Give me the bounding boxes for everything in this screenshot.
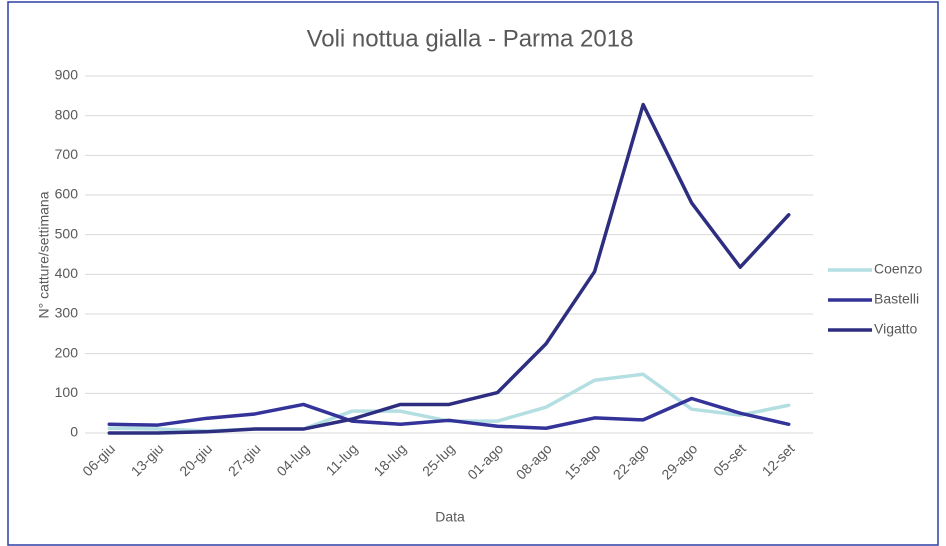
chart-frame bbox=[7, 1, 939, 546]
y-axis-title: N° catture/settimana bbox=[36, 191, 52, 318]
y-tick-label: 400 bbox=[55, 265, 79, 281]
legend-label: Bastelli bbox=[874, 291, 919, 307]
series-line bbox=[107, 102, 791, 435]
legend-label: Coenzo bbox=[874, 261, 922, 277]
y-tick-label: 900 bbox=[55, 67, 79, 83]
legend-label: Vigatto bbox=[874, 321, 918, 337]
chart-title: Voli nottua gialla - Parma 2018 bbox=[307, 25, 634, 52]
y-tick-label: 0 bbox=[70, 424, 78, 440]
y-tick-label: 700 bbox=[55, 146, 79, 162]
x-axis-title: Data bbox=[435, 509, 465, 525]
y-tick-label: 100 bbox=[55, 384, 79, 400]
series-line bbox=[107, 396, 791, 430]
y-tick-label: 600 bbox=[55, 186, 79, 202]
y-tick-label: 300 bbox=[55, 305, 79, 321]
y-tick-label: 500 bbox=[55, 225, 79, 241]
y-tick-label: 800 bbox=[55, 106, 79, 122]
y-tick-label: 200 bbox=[55, 344, 79, 360]
